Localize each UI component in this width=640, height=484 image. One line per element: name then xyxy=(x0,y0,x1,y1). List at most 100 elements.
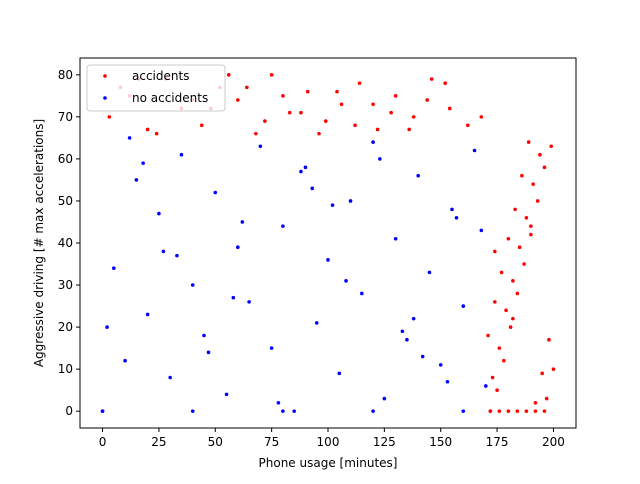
point xyxy=(486,333,490,338)
point xyxy=(202,333,206,338)
point xyxy=(269,346,274,350)
point xyxy=(504,308,508,313)
point xyxy=(123,358,127,363)
point xyxy=(407,127,411,132)
point xyxy=(276,400,281,405)
point xyxy=(303,165,308,170)
point xyxy=(157,211,161,216)
point xyxy=(161,249,166,254)
point xyxy=(326,258,330,262)
point xyxy=(105,325,109,329)
point xyxy=(353,123,357,128)
point xyxy=(224,392,229,397)
legend-label: no accidents xyxy=(132,91,208,105)
y-tick-label: 40 xyxy=(58,236,73,250)
point xyxy=(427,270,432,275)
point xyxy=(405,337,409,342)
point xyxy=(323,119,328,123)
y-tick-label: 30 xyxy=(58,278,73,292)
point xyxy=(502,358,506,363)
point xyxy=(506,236,511,241)
point xyxy=(281,409,285,413)
point xyxy=(382,396,387,401)
point xyxy=(357,81,362,86)
point xyxy=(299,110,303,115)
point xyxy=(472,148,477,153)
x-tick-label: 100 xyxy=(317,435,340,449)
point xyxy=(199,123,204,128)
point xyxy=(107,115,112,119)
point xyxy=(317,131,321,136)
point xyxy=(465,123,470,128)
point xyxy=(511,316,515,321)
y-tick-label: 50 xyxy=(58,194,73,208)
point xyxy=(420,354,425,359)
point xyxy=(497,346,502,350)
point xyxy=(393,236,398,241)
point xyxy=(495,388,499,392)
point xyxy=(490,375,495,380)
point xyxy=(479,228,484,233)
point xyxy=(175,253,179,258)
point xyxy=(443,81,448,86)
point xyxy=(529,232,533,237)
point xyxy=(227,73,231,77)
point xyxy=(145,312,150,317)
legend-label: accidents xyxy=(132,69,189,83)
point xyxy=(544,396,549,401)
x-tick-label: 50 xyxy=(208,435,223,449)
point xyxy=(269,73,274,77)
point xyxy=(258,144,263,149)
point xyxy=(411,316,416,321)
point xyxy=(281,224,285,228)
point xyxy=(461,304,466,308)
point xyxy=(314,321,319,325)
point xyxy=(292,409,296,413)
point xyxy=(524,215,529,220)
point xyxy=(247,300,251,304)
point xyxy=(378,157,382,161)
point xyxy=(533,409,538,413)
point xyxy=(141,161,145,165)
point xyxy=(337,371,342,376)
point xyxy=(281,94,285,98)
point xyxy=(240,220,245,224)
point xyxy=(517,245,522,250)
x-tick-label: 125 xyxy=(373,435,396,449)
point xyxy=(520,173,524,178)
point xyxy=(484,384,488,388)
point xyxy=(499,270,504,275)
point xyxy=(168,375,172,380)
point xyxy=(542,409,547,413)
point xyxy=(526,140,531,144)
point xyxy=(425,98,430,102)
point xyxy=(344,279,348,283)
point xyxy=(134,178,139,182)
point xyxy=(454,215,459,220)
y-tick-label: 20 xyxy=(58,320,73,334)
point xyxy=(535,199,540,203)
x-tick-label: 200 xyxy=(542,435,565,449)
point xyxy=(547,337,551,342)
x-tick-label: 25 xyxy=(151,435,166,449)
point xyxy=(538,152,542,157)
point xyxy=(447,106,452,111)
legend-marker xyxy=(103,74,107,78)
point xyxy=(348,199,353,203)
y-tick-label: 60 xyxy=(58,152,73,166)
point xyxy=(127,136,132,140)
point xyxy=(461,409,466,413)
point xyxy=(445,379,450,384)
point xyxy=(400,329,405,334)
point xyxy=(236,245,240,250)
point xyxy=(145,127,150,132)
point xyxy=(493,300,497,304)
point xyxy=(213,190,218,195)
point xyxy=(438,363,443,367)
legend-box xyxy=(86,64,226,112)
point xyxy=(540,371,544,376)
y-tick-label: 70 xyxy=(58,110,73,124)
point xyxy=(411,115,416,119)
legend-marker xyxy=(103,96,107,100)
